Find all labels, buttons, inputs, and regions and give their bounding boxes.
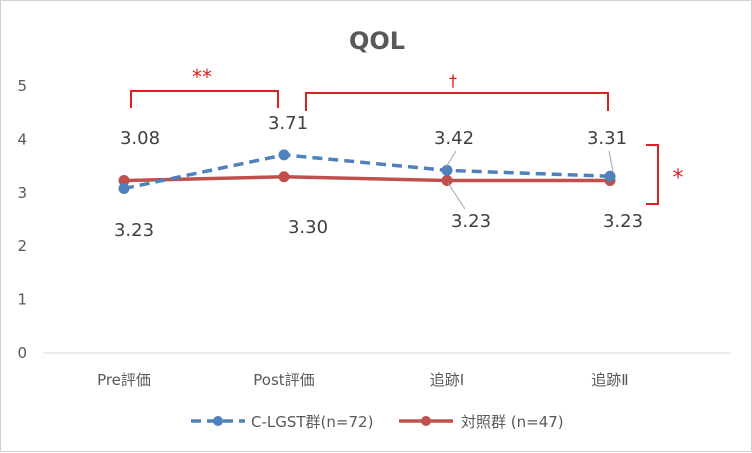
bracket-post-followup2 (305, 92, 609, 111)
x-axis: Pre評価 Post評価 追跡Ⅰ 追跡Ⅱ (43, 352, 731, 389)
bracket-pre-post (130, 90, 279, 108)
data-label-leader (447, 182, 466, 210)
data-label: 3.71 (268, 113, 308, 134)
y-tick-label: 4 (17, 130, 27, 148)
legend: C-LGST群(n=72) 対照群 (n=47) (191, 413, 564, 431)
x-tick-label: 追跡Ⅱ (591, 371, 628, 389)
x-tick-label: 追跡Ⅰ (430, 371, 464, 389)
data-label: 3.23 (114, 220, 154, 241)
data-label-leader (445, 150, 457, 168)
data-labels: 3.08 3.71 3.42 3.31 3.23 3.30 3.23 3.23 (114, 113, 643, 241)
y-tick-label: 3 (17, 184, 27, 202)
legend-label: 対照群 (n=47) (461, 413, 564, 431)
x-tick-label: Pre評価 (97, 371, 151, 389)
data-label: 3.08 (120, 128, 160, 149)
legend-label: C-LGST群(n=72) (251, 413, 373, 431)
legend-marker (421, 416, 431, 426)
data-label: 3.23 (603, 211, 643, 232)
y-axis-ticks: 0 1 2 3 4 5 (17, 77, 27, 362)
significance-mark: * (673, 166, 684, 191)
data-point (278, 171, 290, 183)
data-label: 3.31 (587, 128, 627, 149)
significance-mark: † (449, 71, 457, 90)
y-tick-label: 0 (17, 344, 27, 362)
chart-title: QOL (349, 27, 405, 55)
series-lines (123, 153, 611, 191)
data-label-leader (608, 150, 614, 173)
y-tick-label: 5 (17, 77, 27, 95)
data-point (441, 164, 453, 176)
series-line (123, 175, 610, 183)
bracket-between-groups (646, 144, 659, 205)
y-tick-label: 1 (17, 291, 27, 309)
series-line (123, 153, 611, 191)
significance-brackets: ** † * (130, 65, 684, 205)
data-label: 3.42 (434, 128, 474, 149)
data-point (441, 175, 453, 187)
y-tick-label: 2 (17, 237, 27, 255)
data-point (118, 183, 130, 195)
data-point (604, 170, 616, 182)
x-tick-label: Post評価 (253, 371, 314, 389)
significance-mark: ** (192, 65, 212, 89)
series-markers (118, 149, 616, 195)
data-label: 3.30 (288, 217, 328, 238)
data-point (278, 149, 290, 161)
data-label: 3.23 (451, 211, 491, 232)
legend-marker (213, 416, 223, 426)
